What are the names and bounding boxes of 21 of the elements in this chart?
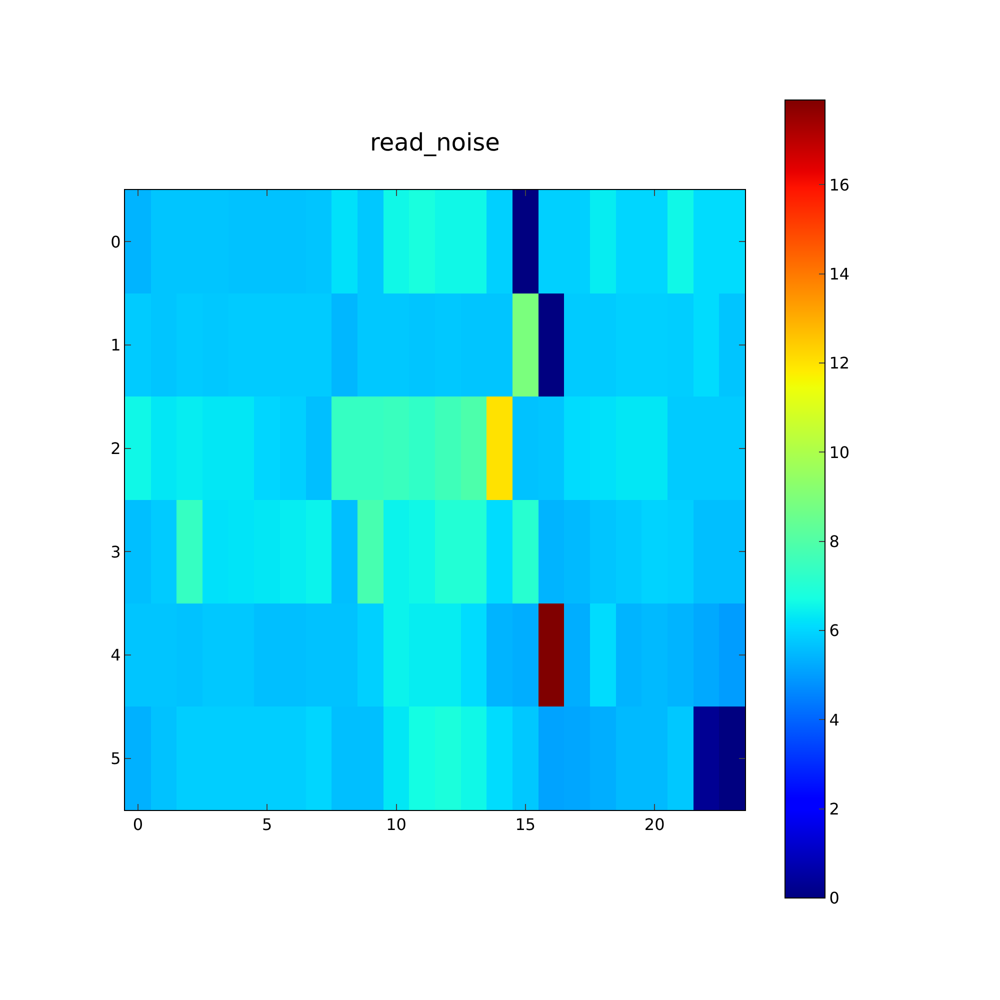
color-bar-label: 8 [829, 532, 840, 551]
y-tick-label: 3 [110, 542, 121, 562]
y-tick-label: 4 [110, 646, 121, 665]
color-bar-label: 4 [829, 710, 840, 730]
color-bar-label: 12 [829, 354, 850, 373]
y-tick-label: 5 [110, 748, 121, 768]
x-tick-label: 10 [386, 815, 406, 834]
y-tick-label: 1 [110, 336, 121, 355]
color-bar-label: 14 [829, 264, 850, 284]
x-tick-label: 20 [644, 815, 665, 834]
chart-title: read_noise [370, 128, 500, 156]
color-bar-label: 0 [829, 888, 840, 908]
y-tick-label: 0 [110, 232, 121, 252]
x-tick-label: 0 [132, 815, 144, 834]
color-bar-label: 10 [829, 442, 850, 462]
x-tick-label: 5 [262, 815, 272, 834]
y-tick-label: 2 [110, 438, 121, 458]
color-bar-label: 16 [829, 175, 850, 194]
color-bar-label: 2 [829, 799, 840, 818]
x-tick-label: 15 [515, 815, 536, 834]
color-bar-label: 6 [829, 621, 840, 640]
